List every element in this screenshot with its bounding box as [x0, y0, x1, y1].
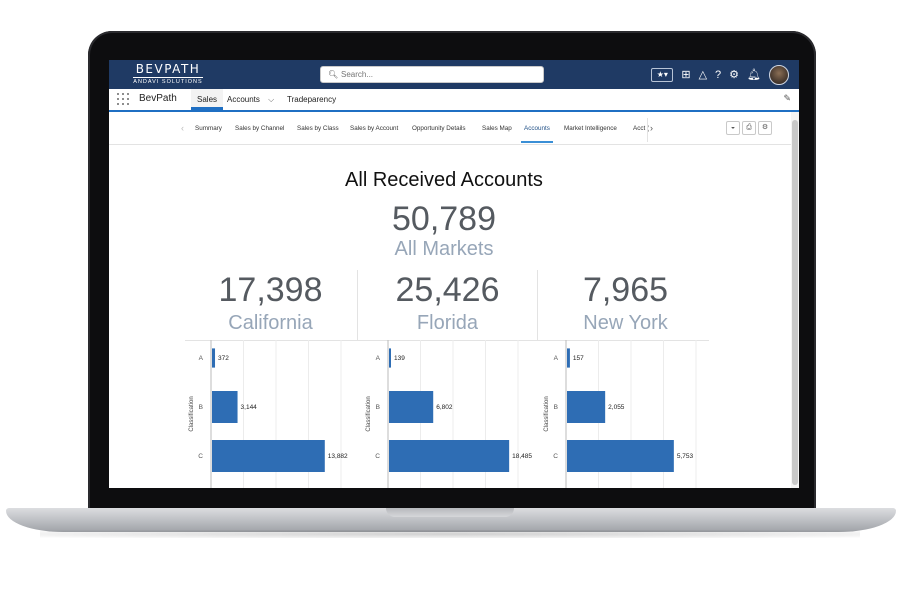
chevron-down-icon[interactable]: ⌵	[268, 95, 275, 104]
global-header: BEVPATH ANDAVI SOLUTIONS 🔍︎ ★▾ ⊞ △ ? ⚙ 🔔…	[109, 60, 799, 89]
tab-acct[interactable]: Acct (	[633, 125, 650, 132]
tab-summary[interactable]: Summary	[195, 125, 222, 132]
add-icon[interactable]: ⊞	[681, 69, 691, 81]
total-accounts-label: All Markets	[394, 238, 494, 260]
bar	[389, 391, 434, 423]
metric-divider	[357, 270, 358, 340]
y-axis-label: Classification	[544, 396, 550, 431]
metric-value: 17,398	[218, 271, 323, 309]
trailhead-icon[interactable]: △	[698, 69, 708, 81]
bar-value-label: 157	[573, 355, 584, 362]
metric-divider	[537, 270, 538, 340]
bar-chart-california: Classification A 372 B 3,144 C 13,882	[189, 340, 348, 488]
bar-value-label: 2,055	[608, 404, 625, 411]
bar	[389, 440, 510, 472]
app-nav-bar: BevPath Sales Accounts ⌵ Tradeparency ✎	[109, 89, 799, 112]
app-name: BevPath	[139, 93, 177, 104]
bar-value-label: 3,144	[241, 404, 258, 411]
tab-sales-by-class[interactable]: Sales by Class	[297, 125, 339, 132]
section-divider	[185, 340, 709, 341]
nav-tab-accounts[interactable]: Accounts ⌵	[227, 89, 274, 110]
nav-tab-accounts-label: Accounts	[227, 95, 260, 104]
laptop-shadow	[40, 530, 860, 538]
y-axis-label: Classification	[366, 396, 372, 431]
tab-separator	[647, 118, 648, 142]
bevpath-logo[interactable]: BEVPATH ANDAVI SOLUTIONS	[133, 63, 203, 87]
category-tick-label: A	[376, 355, 381, 362]
bar-value-label: 139	[394, 355, 405, 362]
bar	[212, 348, 216, 368]
settings-icon[interactable]: ⚙	[758, 121, 772, 135]
tab-accounts[interactable]: Accounts	[524, 125, 550, 132]
metric-label: California	[228, 312, 313, 334]
metric-label: Florida	[416, 312, 479, 334]
total-accounts-value: 50,789	[392, 200, 496, 238]
bar-value-label: 6,802	[436, 404, 453, 411]
metric-new-york[interactable]: 7,965 New York	[540, 270, 711, 336]
category-tick-label: A	[554, 355, 559, 362]
category-tick-label: B	[554, 404, 558, 411]
logo-text: BEVPATH	[135, 62, 201, 76]
category-tick-label: B	[199, 404, 203, 411]
app-launcher-icon[interactable]	[117, 93, 129, 105]
bar-chart-florida: Classification A 139 B 6,802 C 18,485	[366, 340, 532, 488]
print-icon[interactable]: ⎙	[742, 121, 756, 135]
category-tick-label: C	[553, 453, 558, 460]
bar	[389, 348, 391, 368]
chart-florida[interactable]: Classification A 139 B 6,802 C 18,485	[362, 340, 533, 488]
chevron-right-icon[interactable]: ›	[650, 123, 653, 133]
y-axis-label: Classification	[189, 396, 195, 431]
tab-sales-map[interactable]: Sales Map	[482, 125, 512, 132]
category-tick-label: C	[375, 453, 380, 460]
active-tab-indicator	[521, 141, 553, 143]
help-icon[interactable]: ?	[715, 69, 722, 81]
dashboard-tabs: ‹ Summary Sales by Channel Sales by Clas…	[109, 112, 799, 145]
bar	[567, 440, 674, 472]
bar	[567, 348, 570, 368]
dashboard-title: All Received Accounts	[345, 169, 543, 191]
global-search[interactable]: 🔍︎	[320, 66, 544, 83]
metric-california[interactable]: 17,398 California	[185, 270, 356, 336]
logo-subtext: ANDAVI SOLUTIONS	[133, 77, 203, 85]
tab-opportunity-details[interactable]: Opportunity Details	[412, 125, 466, 132]
avatar[interactable]	[769, 65, 789, 85]
metric-value: 25,426	[395, 271, 500, 309]
bar	[212, 391, 238, 423]
bar	[567, 391, 606, 423]
nav-tab-sales[interactable]: Sales	[191, 89, 224, 110]
setup-gear-icon[interactable]: ⚙	[729, 69, 740, 81]
subscribe-icon[interactable]: ◒	[726, 121, 740, 135]
bar-value-label: 13,882	[328, 453, 348, 460]
tab-sales-by-account[interactable]: Sales by Account	[350, 125, 399, 132]
chart-california[interactable]: Classification A 372 B 3,144 C 13,882	[185, 340, 356, 488]
category-tick-label: B	[376, 404, 380, 411]
bar	[212, 440, 325, 472]
category-tick-label: C	[198, 453, 203, 460]
app-screen: BEVPATH ANDAVI SOLUTIONS 🔍︎ ★▾ ⊞ △ ? ⚙ 🔔…	[109, 60, 799, 488]
chart-new-york[interactable]: Classification A 157 B 2,055 C 5,753	[540, 340, 711, 488]
tab-market-intelligence[interactable]: Market Intelligence	[564, 125, 617, 132]
search-input[interactable]	[341, 70, 531, 79]
laptop-notch	[386, 508, 514, 517]
tab-sales-by-channel[interactable]: Sales by Channel	[235, 125, 285, 132]
edit-pencil-icon[interactable]: ✎	[783, 93, 791, 103]
category-tick-label: A	[199, 355, 204, 362]
metric-label: New York	[583, 312, 668, 334]
header-icons: ★▾ ⊞ △ ? ⚙ 🔔︎	[651, 65, 789, 85]
bar-chart-new-york: Classification A 157 B 2,055 C 5,753	[544, 340, 697, 488]
metric-florida[interactable]: 25,426 Florida	[362, 270, 533, 336]
scrollbar-thumb[interactable]	[792, 120, 798, 485]
chevron-left-icon[interactable]: ‹	[181, 123, 184, 133]
nav-tab-tradeparency[interactable]: Tradeparency	[287, 95, 337, 104]
notifications-bell-icon[interactable]: 🔔︎	[747, 69, 761, 81]
bar-value-label: 18,485	[512, 453, 532, 460]
favorites-star-icon[interactable]: ★▾	[651, 68, 674, 82]
bar-value-label: 5,753	[677, 453, 694, 460]
search-icon: 🔍︎	[328, 70, 339, 79]
metric-value: 7,965	[582, 271, 669, 309]
bar-value-label: 372	[218, 355, 229, 362]
